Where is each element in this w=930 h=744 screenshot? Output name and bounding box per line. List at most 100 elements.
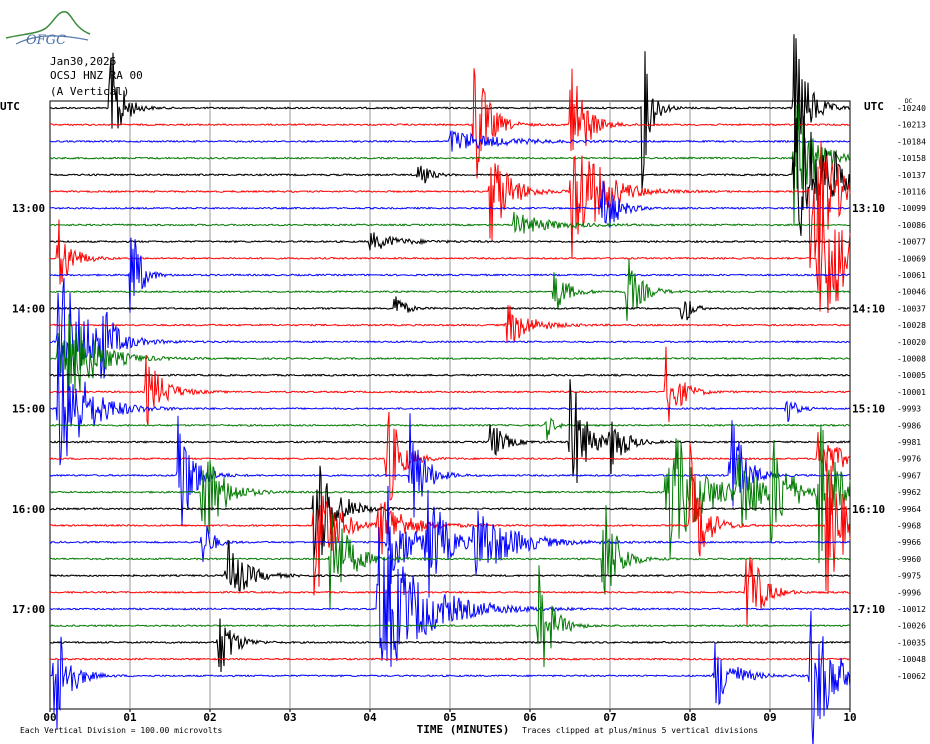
x-tick-label: 10 — [843, 711, 856, 724]
row-value-label: -9993 — [897, 405, 921, 414]
right-time-label: 17:10 — [852, 603, 885, 616]
trace-row-23 — [49, 425, 851, 564]
trace-row-13 — [49, 305, 851, 343]
x-tick-label: 07 — [603, 711, 616, 724]
trace-row-8 — [49, 232, 851, 251]
row-value-label: -10086 — [897, 221, 926, 230]
trace-row-30 — [49, 527, 851, 667]
trace-row-5 — [49, 140, 851, 269]
row-value-label: -10001 — [897, 388, 926, 397]
row-value-label: -10005 — [897, 371, 926, 380]
footer-clip-note: Traces clipped at plus/minus 5 vertical … — [522, 726, 758, 735]
row-value-label: -9981 — [897, 438, 921, 447]
trace-row-1 — [49, 68, 851, 179]
row-value-label: -9976 — [897, 455, 921, 464]
row-value-label: -9960 — [897, 555, 921, 564]
trace-row-9 — [49, 183, 851, 314]
row-value-label: -9964 — [897, 505, 921, 514]
left-time-label: 14:00 — [12, 302, 45, 315]
trace-row-16 — [49, 373, 851, 378]
trace-row-6 — [49, 180, 851, 228]
trace-row-31 — [49, 565, 851, 668]
right-time-label: 14:10 — [852, 302, 885, 315]
row-value-label: -10099 — [897, 204, 926, 213]
trace-row-28 — [49, 540, 851, 592]
utc-right-label: UTC — [864, 100, 884, 113]
row-value-label: -9975 — [897, 572, 921, 581]
row-value-label: -9962 — [897, 488, 921, 497]
row-value-label: -10137 — [897, 171, 926, 180]
x-tick-label: 06 — [523, 711, 537, 724]
trace-row-17 — [49, 346, 851, 426]
row-value-label: -10035 — [897, 638, 926, 647]
utc-left-label: UTC — [0, 100, 20, 113]
right-time-label: 15:10 — [852, 403, 885, 416]
row-value-label: -10062 — [897, 672, 926, 681]
x-tick-label: 05 — [443, 711, 456, 724]
x-tick-label: 03 — [283, 711, 296, 724]
footer-scale-note: Each Vertical Division = 100.00 microvol… — [20, 726, 222, 735]
x-tick-label: 02 — [203, 711, 216, 724]
row-value-label: -10037 — [897, 304, 926, 313]
row-value-label: -10069 — [897, 254, 926, 263]
left-time-label: 17:00 — [12, 603, 45, 616]
row-value-label: -10077 — [897, 238, 926, 247]
row-value-label: -10240 — [897, 104, 926, 113]
logo-text: OFGC — [26, 33, 66, 48]
trace-row-14 — [50, 277, 851, 391]
row-value-label: -9967 — [897, 471, 921, 480]
header-station: OCSJ HNZ RA 00 — [50, 69, 143, 82]
trace-row-18 — [49, 336, 851, 466]
row-value-label: -9986 — [897, 421, 921, 430]
row-value-label: -10061 — [897, 271, 926, 280]
row-value-label: -10046 — [897, 288, 926, 297]
trace-row-0 — [49, 34, 851, 190]
row-value-label: -9966 — [897, 538, 921, 547]
trace-row-11 — [49, 259, 851, 321]
trace-row-10 — [49, 237, 851, 313]
x-tick-label: 00 — [43, 711, 56, 724]
trace-row-26 — [49, 485, 850, 598]
trace-row-4 — [49, 115, 851, 236]
trace-row-20 — [49, 379, 851, 484]
x-tick-label: 08 — [683, 711, 696, 724]
row-value-label: -10020 — [897, 338, 926, 347]
row-value-label: -10026 — [897, 622, 926, 631]
row-value-label: -9996 — [897, 588, 921, 597]
row-value-label: -10008 — [897, 355, 926, 364]
trace-row-29 — [49, 557, 851, 627]
row-value-label: -10116 — [897, 188, 926, 197]
right-time-label: 13:10 — [852, 202, 885, 215]
trace-row-22 — [49, 413, 850, 527]
x-tick-label: 09 — [763, 711, 776, 724]
row-value-label: -9968 — [897, 522, 921, 531]
right-time-label: 16:10 — [852, 503, 885, 516]
x-tick-label: 04 — [363, 711, 377, 724]
row-value-label: -10012 — [897, 605, 926, 614]
trace-row-25 — [49, 442, 851, 596]
header-date: Jan30,2026 — [50, 55, 117, 68]
x-tick-label: 01 — [123, 711, 137, 724]
trace-row-33 — [49, 657, 851, 661]
trace-row-7 — [49, 211, 851, 234]
header-component: (A Vertical) — [50, 85, 130, 98]
trace-row-15 — [49, 314, 851, 406]
left-time-label: 16:00 — [12, 503, 45, 516]
trace-row-2 — [49, 130, 851, 152]
left-time-label: 13:00 — [12, 202, 45, 215]
row-value-label: -10048 — [897, 655, 926, 664]
trace-row-32 — [49, 618, 851, 673]
row-value-label: -10028 — [897, 321, 926, 330]
trace-row-27 — [49, 505, 851, 610]
row-value-label: -10213 — [897, 121, 926, 130]
trace-row-24 — [49, 465, 851, 559]
dc-unit-label: DC — [905, 98, 913, 105]
trace-row-19 — [49, 417, 851, 440]
row-value-label: -10158 — [897, 154, 926, 163]
trace-row-34 — [49, 610, 851, 744]
trace-row-12 — [49, 296, 851, 321]
ofgc-logo-icon: OFGC — [5, 11, 91, 48]
x-axis-label: TIME (MINUTES) — [417, 723, 510, 736]
trace-row-3 — [50, 103, 851, 225]
